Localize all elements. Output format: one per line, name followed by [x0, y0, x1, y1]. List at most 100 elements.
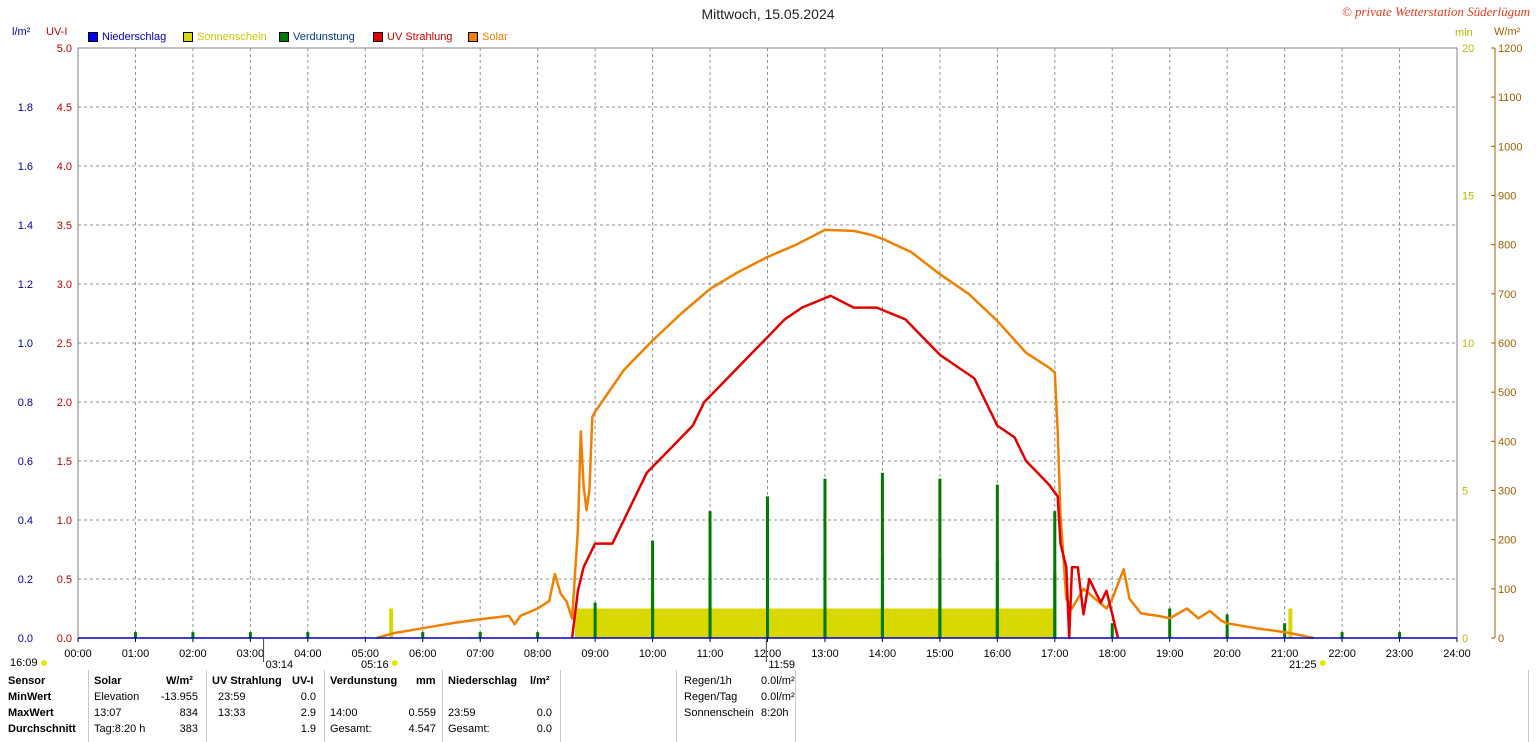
header-evap: Verdunstung — [330, 675, 398, 687]
precip-tick-label: 0.2 — [18, 574, 33, 586]
legend-swatch — [373, 32, 383, 42]
legend-item: Solar — [468, 31, 508, 43]
sunshine-bar — [1288, 608, 1293, 638]
x-tick-label: 16:00 — [984, 648, 1012, 660]
evaporation-bar — [191, 632, 195, 638]
header-precip-unit: l/m² — [530, 675, 550, 687]
uv-tick-label: 5.0 — [57, 43, 72, 55]
uv-tick-label: 1.0 — [57, 515, 72, 527]
evaporation-bar — [766, 567, 769, 638]
x-tick-label: 03:00 — [237, 648, 265, 660]
uv-tick-label: 3.5 — [57, 220, 72, 232]
table-cell: MaxWert — [8, 707, 54, 719]
x-tick-label: 02:00 — [179, 648, 207, 660]
solar-tick-label: 100 — [1498, 584, 1516, 596]
x-tick-label: 07:00 — [466, 648, 494, 660]
x-tick-label: 24:00 — [1443, 648, 1471, 660]
evaporation-bar — [1225, 614, 1229, 638]
series-line-solar — [376, 228, 1314, 640]
x-tick-label: 18:00 — [1098, 648, 1126, 660]
sunmin-tick-label: 5 — [1462, 486, 1468, 498]
sunmin-tick-label: 0 — [1462, 633, 1468, 645]
sunshine-bar — [575, 608, 580, 638]
evaporation-bar — [708, 573, 712, 638]
uv-tick-label: 4.0 — [57, 161, 72, 173]
x-tick-label: 19:00 — [1156, 648, 1184, 660]
table-cell: Tag:8:20 h — [94, 723, 146, 735]
sunmin-tick-label: 10 — [1462, 338, 1474, 350]
table-cell: 23:59 — [218, 691, 246, 703]
x-tick-label: 00:00 — [64, 648, 92, 660]
table-cell: 23:59 — [448, 707, 476, 719]
table-cell: 14:00 — [330, 707, 358, 719]
table-cell: 2.9 — [300, 707, 316, 719]
x-tick-label: 21:00 — [1271, 648, 1299, 660]
x-tick-label: 08:00 — [524, 648, 552, 660]
sun-event-label: 05:16 — [361, 659, 389, 671]
table-cell: Gesamt: — [330, 723, 372, 735]
evaporation-bar — [1398, 632, 1402, 638]
evaporation-bar — [248, 632, 252, 638]
x-tick-label: 23:00 — [1386, 648, 1414, 660]
uv-tick-label: 1.5 — [57, 456, 72, 468]
info-label: Regen/1h — [684, 675, 732, 687]
evaporation-bar — [651, 540, 655, 638]
legend-label: Sonnenschein — [197, 31, 267, 43]
uv-tick-label: 0.5 — [57, 574, 72, 586]
table-cell: 1.9 — [300, 723, 316, 735]
table-cell: Gesamt: — [448, 723, 490, 735]
header-solar: Solar — [94, 675, 122, 687]
sunshine-bar — [604, 608, 609, 638]
uv-tick-label: 0.0 — [57, 633, 72, 645]
x-tick-label: 12:00 — [754, 648, 782, 660]
legend-label: UV Strahlung — [387, 31, 453, 43]
evaporation-bar — [880, 555, 884, 638]
precip-tick-label: 1.2 — [18, 279, 33, 291]
weather-chart: 00:00 01:00 02:00 03:00 04:00 05:00 06:00 07:00… — [18, 43, 1523, 671]
evaporation-bar — [1110, 623, 1114, 638]
legend-label: Verdunstung — [293, 31, 355, 43]
left-axis-unit-precip: l/m² — [12, 26, 31, 38]
evaporation-bar — [823, 558, 827, 638]
evaporation-bar — [938, 558, 942, 638]
evaporation-bar — [306, 632, 310, 638]
legend-item: Sonnenschein — [183, 31, 267, 43]
info-label: Sonnenschein — [684, 707, 754, 719]
table-cell: 13:07 — [94, 707, 122, 719]
table-cell: Durchschnitt — [8, 723, 76, 735]
solar-tick-label: 200 — [1498, 535, 1516, 547]
evaporation-bar — [1168, 608, 1172, 638]
solar-tick-label: 500 — [1498, 387, 1516, 399]
solar-tick-label: 600 — [1498, 338, 1516, 350]
x-tick-label: 04:00 — [294, 648, 322, 660]
info-value: 8:20h — [761, 707, 789, 719]
evaporation-bar — [651, 590, 655, 638]
table-cell: MinWert — [8, 691, 52, 703]
corner-sun-dot — [41, 660, 47, 666]
uv-tick-label: 4.5 — [57, 102, 72, 114]
legend-item: Verdunstung — [279, 31, 355, 43]
header-sensor: Sensor — [8, 675, 46, 687]
evaporation-bar — [593, 602, 597, 638]
x-tick-label: 22:00 — [1328, 648, 1356, 660]
x-tick-label: 13:00 — [811, 648, 839, 660]
table-cell: 0.559 — [408, 707, 436, 719]
solar-tick-label: 300 — [1498, 486, 1516, 498]
x-tick-label: 17:00 — [1041, 648, 1069, 660]
legend-item: UV Strahlung — [373, 31, 452, 43]
info-value: 0.0l/m² — [761, 675, 795, 687]
precip-tick-label: 0.0 — [18, 633, 33, 645]
sunmin-tick-label: 20 — [1462, 43, 1474, 55]
event-marker-label: 11:59 — [768, 659, 795, 671]
table-cell: 0.0 — [536, 707, 552, 719]
sunshine-bar — [598, 608, 603, 638]
legend-swatch — [468, 32, 478, 42]
legend-label: Niederschlag — [102, 31, 167, 43]
sunshine-bar — [1049, 608, 1054, 638]
legend-item: Niederschlag — [88, 31, 166, 43]
series-line-uv-strahlung — [570, 294, 1120, 640]
solar-tick-label: 900 — [1498, 191, 1516, 203]
evaporation-bar — [1340, 632, 1344, 638]
precip-tick-label: 1.6 — [18, 161, 33, 173]
precip-tick-label: 1.4 — [18, 220, 33, 232]
